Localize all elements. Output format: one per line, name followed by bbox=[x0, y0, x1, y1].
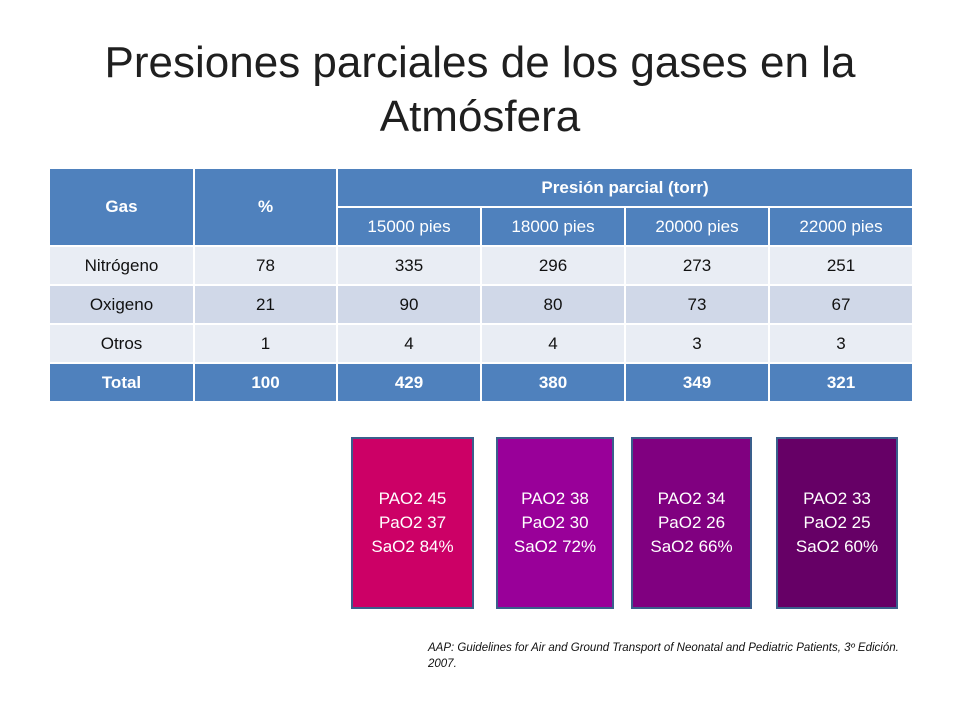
cell-value: 335 bbox=[336, 245, 482, 286]
oxygen-values-box: PAO2 34 PaO2 26 SaO2 66% bbox=[631, 437, 752, 609]
box-line: PAO2 34 bbox=[657, 489, 726, 508]
box-line: SaO2 72% bbox=[513, 537, 597, 556]
oxygen-values-box: PAO2 45 PaO2 37 SaO2 84% bbox=[351, 437, 474, 609]
header-altitude: 15000 pies bbox=[336, 206, 482, 247]
oxygen-values-box: PAO2 33 PaO2 25 SaO2 60% bbox=[776, 437, 898, 609]
box-line: PaO2 30 bbox=[521, 513, 589, 532]
cell-value: 73 bbox=[624, 284, 770, 325]
header-altitude: 20000 pies bbox=[624, 206, 770, 247]
cell-percent: 78 bbox=[193, 245, 338, 286]
box-line: PaO2 26 bbox=[657, 513, 726, 532]
cell-value: 67 bbox=[767, 284, 915, 325]
box-line: PAO2 38 bbox=[521, 489, 589, 508]
cell-value: 296 bbox=[480, 245, 626, 286]
cell-gas: Total bbox=[48, 362, 195, 403]
cell-percent: 21 bbox=[193, 284, 338, 325]
cell-value: 429 bbox=[336, 362, 482, 403]
header-altitude: 18000 pies bbox=[480, 206, 626, 247]
cell-value: 380 bbox=[480, 362, 626, 403]
cell-percent: 100 bbox=[193, 362, 338, 403]
box-line: PaO2 25 bbox=[803, 513, 871, 532]
table-row: Nitrógeno 78 335 296 273 251 bbox=[48, 245, 915, 286]
cell-value: 273 bbox=[624, 245, 770, 286]
table-row: Oxigeno 21 90 80 73 67 bbox=[48, 284, 915, 325]
cell-value: 80 bbox=[480, 284, 626, 325]
cell-value: 321 bbox=[767, 362, 915, 403]
header-altitude: 22000 pies bbox=[767, 206, 915, 247]
cell-value: 4 bbox=[336, 323, 482, 364]
box-line: SaO2 84% bbox=[371, 537, 454, 556]
cell-value: 3 bbox=[767, 323, 915, 364]
cell-value: 251 bbox=[767, 245, 915, 286]
box-line: SaO2 60% bbox=[795, 537, 879, 556]
cell-percent: 1 bbox=[193, 323, 338, 364]
box-line: PaO2 37 bbox=[378, 513, 447, 532]
box-line: PAO2 45 bbox=[378, 489, 447, 508]
cell-value: 4 bbox=[480, 323, 626, 364]
header-gas: Gas bbox=[48, 167, 195, 247]
cell-value: 349 bbox=[624, 362, 770, 403]
header-percent: % bbox=[193, 167, 338, 247]
table-row: Otros 1 4 4 3 3 bbox=[48, 323, 915, 364]
cell-value: 3 bbox=[624, 323, 770, 364]
citation: AAP: Guidelines for Air and Ground Trans… bbox=[428, 642, 899, 670]
box-line: SaO2 66% bbox=[650, 537, 733, 556]
cell-gas: Oxigeno bbox=[48, 284, 195, 325]
box-line: PAO2 33 bbox=[803, 489, 871, 508]
oxygen-values-box: PAO2 38 PaO2 30 SaO2 72% bbox=[496, 437, 614, 609]
gas-pressure-table: Gas % Presión parcial (torr) 15000 pies … bbox=[48, 167, 915, 403]
cell-gas: Otros bbox=[48, 323, 195, 364]
header-partial-pressure: Presión parcial (torr) bbox=[335, 167, 915, 208]
table-row-total: Total 100 429 380 349 321 bbox=[48, 362, 915, 403]
cell-value: 90 bbox=[336, 284, 482, 325]
cell-gas: Nitrógeno bbox=[48, 245, 195, 286]
page-title: Presiones parciales de los gases en la A… bbox=[104, 38, 856, 141]
